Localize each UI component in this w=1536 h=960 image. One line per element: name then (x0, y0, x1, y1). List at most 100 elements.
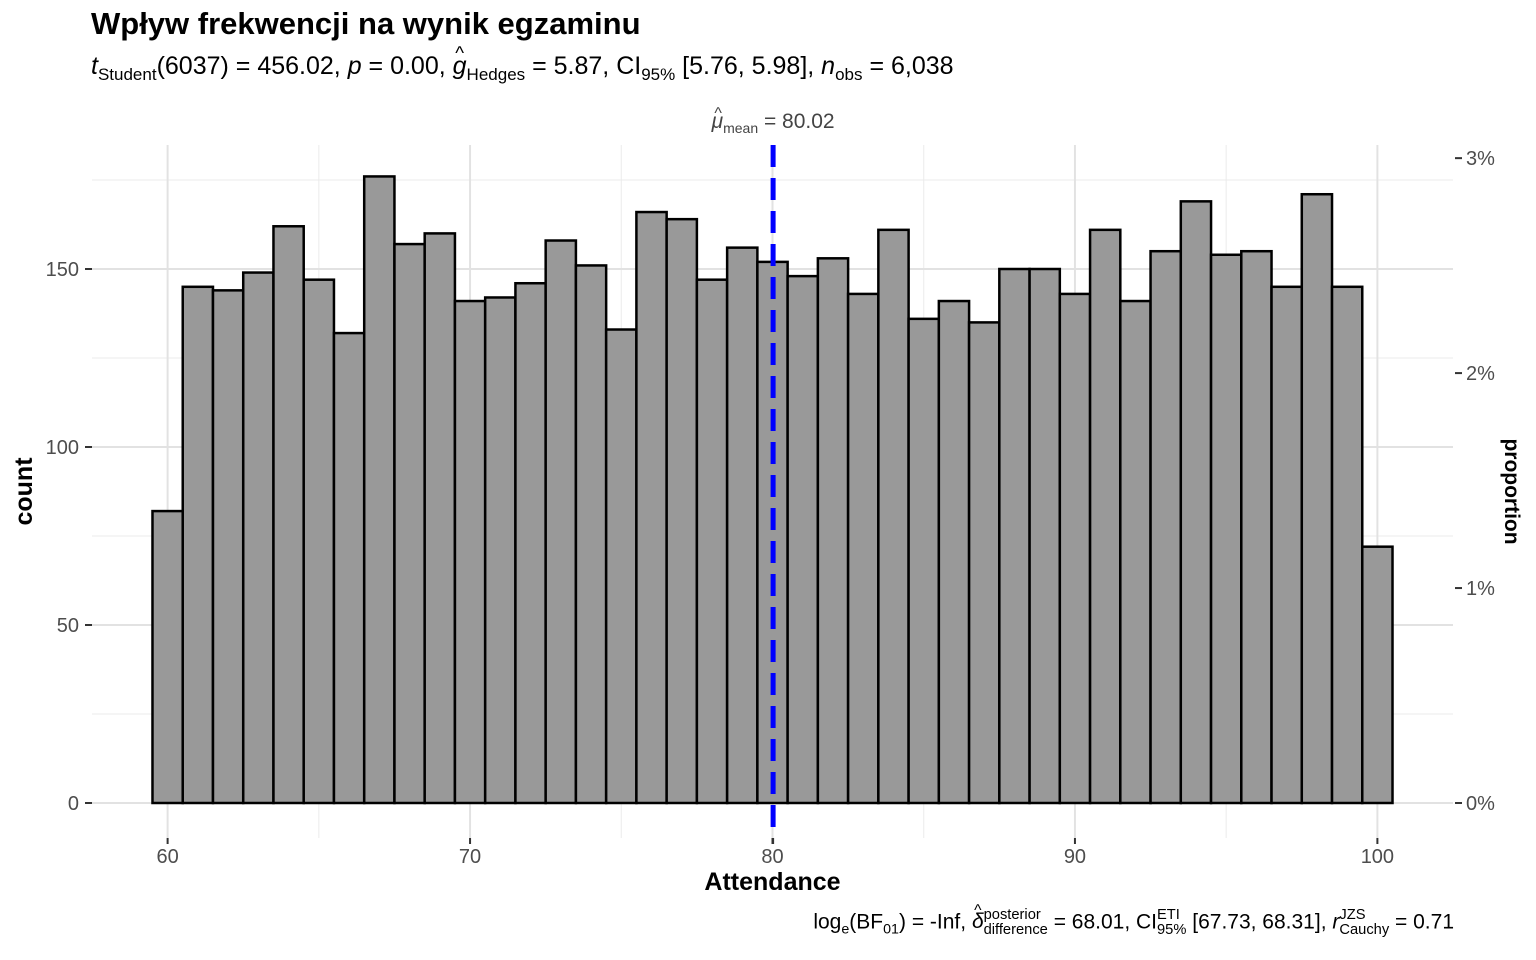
histogram-bar (1361, 545, 1394, 805)
axes-layer: 0 50 100 150 60 70 80 90 100 0% 1% 2% 3% (46, 148, 1495, 868)
subtitle-t-value: (6037) = 456.02, (156, 52, 348, 80)
x-axis-label: Attendance (704, 868, 840, 896)
histogram-bar (816, 257, 850, 805)
histogram-bar (1209, 253, 1243, 805)
caption-ci-sup: ETI (1157, 907, 1180, 923)
mean-label-hat: ^ (714, 105, 722, 122)
caption-r-value: = 0.71 (1389, 910, 1454, 934)
histogram-bar (483, 296, 517, 805)
caption-delta-label: ^ δ (971, 902, 984, 934)
caption-ci-sub: 95% (1157, 921, 1187, 938)
caption-log-label: log (813, 910, 842, 934)
y2-tick-label: 1% (1466, 578, 1495, 600)
subtitle-g-sub: Hedges (466, 65, 526, 84)
subtitle-ci-value: [5.76, 5.98], (675, 52, 822, 80)
histogram-bar (1149, 249, 1183, 805)
subtitle-t-sub: Student (97, 65, 157, 84)
caption-bf-sub: 01 (883, 921, 899, 938)
histogram-bar (1119, 299, 1152, 805)
histogram-bar (998, 267, 1031, 805)
x-tick-label: 80 (761, 846, 783, 868)
x-tick-label: 70 (459, 846, 481, 868)
histogram-bar (241, 271, 275, 805)
y2-tick-label: 0% (1466, 793, 1495, 815)
caption-bf-text: (BF (849, 910, 884, 934)
caption-r-label: r (1332, 910, 1340, 934)
caption-r-supsub: JZS Cauchy (1339, 908, 1389, 937)
histogram-bar (1330, 285, 1364, 805)
caption-delta-hat: ^ (974, 901, 982, 919)
histogram-bar (695, 278, 729, 805)
histogram-bar (604, 328, 638, 805)
subtitle-p-label: p (347, 52, 362, 80)
histogram-bar (1028, 267, 1062, 805)
y-tick-label: 150 (46, 259, 79, 281)
histogram-bar (846, 292, 880, 805)
histogram-bar (725, 246, 759, 805)
histogram-bar (1270, 285, 1304, 805)
histogram-bar (181, 285, 215, 805)
mean-label: μmean = 80.02 (711, 110, 835, 136)
y2-axis-label: proportion (1500, 438, 1523, 544)
mean-label-value: = 80.02 (758, 110, 834, 133)
histogram-bar (1300, 192, 1334, 805)
histogram-bar (1240, 249, 1273, 805)
caption-bf-value: ) = -Inf, (899, 910, 972, 934)
caption-log-sub: e (841, 921, 850, 938)
histogram-bar (1088, 228, 1122, 805)
histogram-bar (1058, 292, 1092, 805)
subtitle-p-value: = 0.00, (361, 52, 453, 80)
y2-tick-label: 2% (1466, 363, 1495, 385)
y-tick-label: 0 (68, 793, 79, 815)
y-tick-label: 100 (46, 437, 79, 459)
caption-r-sub: Cauchy (1339, 921, 1390, 938)
caption-delta-sup: posterior (983, 907, 1041, 923)
x-tick-label: 60 (156, 846, 178, 868)
histogram-bar (665, 217, 699, 805)
y-axis-label: count (10, 457, 38, 526)
chart-subtitle: tStudent(6037) = 456.02, p = 0.00, ^ gHed… (91, 42, 954, 85)
caption-delta-value: = 68.01, CI (1047, 910, 1158, 934)
histogram-bar (967, 321, 1001, 805)
histogram-bar (1179, 200, 1213, 805)
subtitle-g-value: = 5.87, CI (525, 52, 642, 80)
histogram-bar (635, 210, 668, 805)
caption-delta-letter: δ (971, 910, 984, 934)
subtitle-g-hat: ^ (455, 41, 464, 63)
mean-label-mu: μ (711, 110, 724, 133)
histogram-bar (332, 331, 366, 805)
subtitle-n-label: n (821, 52, 836, 80)
histogram-bar (302, 278, 336, 805)
chart-caption: loge(BF01) = -Inf, ^ δ posterior difference… (813, 902, 1454, 938)
subtitle-t-label: t (91, 52, 98, 80)
histogram-bar (514, 281, 547, 805)
histogram-bar (423, 232, 457, 805)
caption-r-sup: JZS (1339, 907, 1366, 923)
subtitle-g-label: ^ g (452, 42, 467, 81)
subtitle-ci-sub: 95% (641, 65, 676, 84)
histogram-bar (574, 264, 608, 805)
y-tick-label: 50 (57, 615, 79, 637)
x-tick-label: 100 (1361, 846, 1394, 868)
histogram-bar (907, 317, 941, 805)
histogram-bar (393, 242, 426, 805)
histogram-bar (877, 228, 910, 805)
mean-label-sub: mean (723, 120, 758, 136)
y2-tick-label: 3% (1466, 148, 1495, 170)
histogram-bar (362, 175, 396, 805)
x-tick-label: 90 (1064, 846, 1086, 868)
caption-delta-sub: difference (983, 921, 1048, 938)
histogram-bar (544, 239, 578, 805)
histogram-bar (786, 274, 820, 805)
chart-title: Wpływ frekwencji na wynik egzaminu (91, 6, 641, 41)
caption-ci-supsub: ETI 95% (1157, 908, 1186, 937)
histogram-bar (151, 509, 184, 805)
histogram-bar (272, 225, 305, 805)
caption-delta-supsub: posterior difference (984, 908, 1048, 937)
histogram-bar (937, 299, 971, 805)
subtitle-n-value: = 6,038 (862, 52, 954, 80)
caption-ci-value: [67.73, 68.31], (1186, 910, 1333, 934)
histogram-bar (453, 299, 487, 805)
subtitle-g-letter: g (452, 52, 467, 80)
